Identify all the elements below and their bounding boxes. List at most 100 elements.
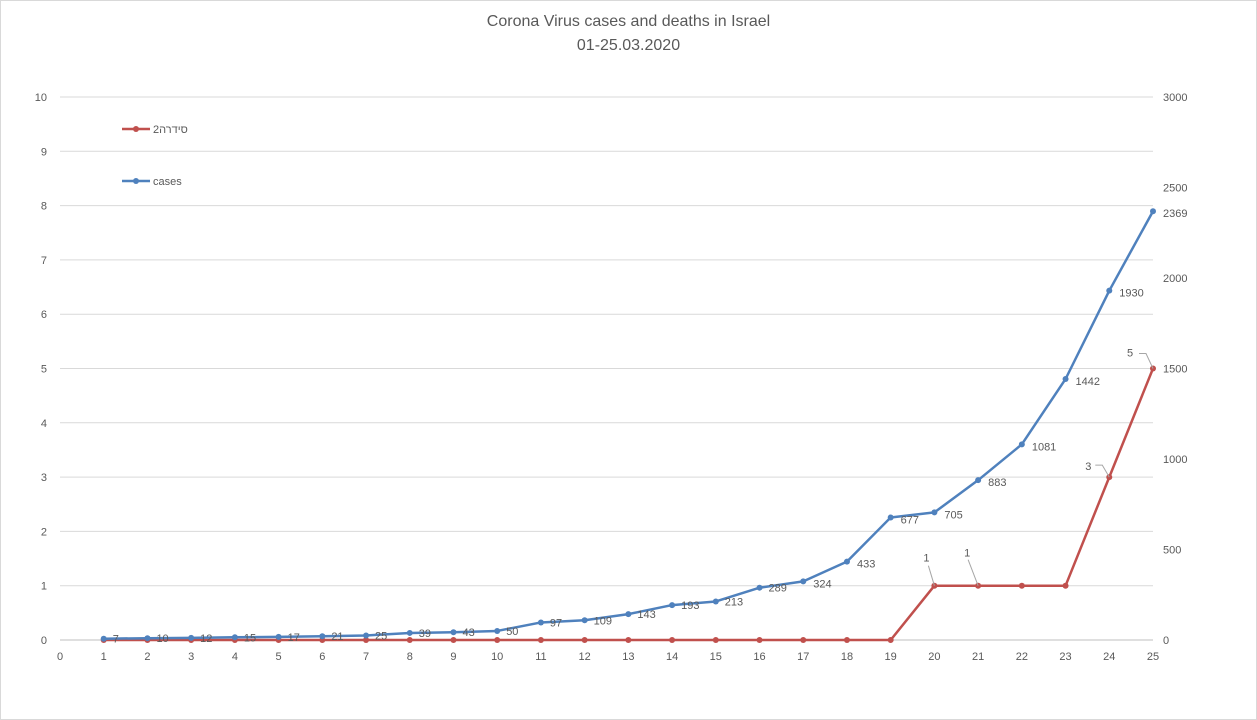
data-label: 97 [550, 617, 562, 629]
y-left-tick-label: 1 [41, 581, 47, 593]
y-left-tick-label: 7 [41, 255, 47, 267]
leader-line [1139, 353, 1154, 369]
data-label: 3 [1085, 461, 1091, 473]
data-point [581, 637, 588, 643]
data-point [363, 632, 370, 639]
y-right-tick-label: 500 [1163, 545, 1181, 557]
x-tick-label: 5 [276, 651, 282, 663]
data-label: 289 [769, 583, 787, 595]
chart-title: Corona Virus cases and deaths in Israel [486, 13, 771, 30]
data-label: 1 [964, 548, 970, 560]
x-tick-label: 10 [491, 651, 503, 663]
data-point [144, 635, 151, 642]
data-point [450, 637, 457, 643]
x-tick-label: 13 [622, 651, 634, 663]
data-point [275, 633, 282, 640]
y-right-tick-label: 1500 [1163, 364, 1187, 376]
data-point [1018, 441, 1025, 448]
data-label: 677 [901, 514, 919, 526]
data-point [669, 602, 676, 609]
x-tick-label: 1 [101, 651, 107, 663]
data-label: 1 [923, 553, 929, 565]
x-tick-label: 9 [450, 651, 456, 663]
y-left-tick-label: 4 [41, 418, 47, 430]
y-left-tick-label: 8 [41, 201, 47, 213]
x-tick-label: 25 [1147, 651, 1159, 663]
x-tick-label: 21 [972, 651, 984, 663]
legend-marker [133, 178, 139, 184]
data-label: 7 [113, 634, 119, 646]
x-tick-label: 19 [885, 651, 897, 663]
data-point [756, 637, 763, 643]
y-right-tick-label: 0 [1163, 635, 1169, 647]
data-point [843, 558, 850, 565]
x-tick-label: 18 [841, 651, 853, 663]
series-line-deaths [103, 368, 1155, 642]
data-point [1150, 208, 1156, 215]
x-tick-label: 15 [710, 651, 722, 663]
data-point [537, 619, 544, 626]
y-right-tick-label: 1000 [1163, 454, 1187, 466]
y-right-tick-label: 3000 [1163, 92, 1187, 104]
y-left-tick-label: 6 [41, 309, 47, 321]
data-label: 21 [331, 631, 343, 643]
legend-label: cases [153, 176, 182, 188]
x-tick-label: 16 [753, 651, 765, 663]
data-point [494, 627, 501, 634]
data-label: 1081 [1032, 441, 1056, 453]
data-point [581, 617, 588, 624]
data-point [450, 629, 457, 636]
data-label: 25 [375, 630, 387, 642]
y-right-tick-label: 2000 [1163, 273, 1187, 285]
data-label: 17 [288, 632, 300, 644]
data-label: 15 [244, 632, 256, 644]
x-tick-label: 14 [666, 651, 678, 663]
x-tick-label: 22 [1016, 651, 1028, 663]
data-point [494, 637, 501, 643]
data-point [843, 637, 850, 643]
data-label: 12 [200, 633, 212, 645]
data-label: 39 [419, 628, 431, 640]
leader-line [1095, 464, 1110, 478]
y-left-tick-label: 2 [41, 526, 47, 538]
data-point [406, 629, 413, 636]
data-label: 193 [681, 600, 699, 612]
x-tick-label: 7 [363, 651, 369, 663]
data-point [931, 509, 938, 516]
data-label: 10 [156, 633, 168, 645]
y-left-tick-label: 0 [41, 635, 47, 647]
data-label: 143 [637, 609, 655, 621]
data-label: 2369 [1163, 208, 1187, 220]
data-label: 1442 [1076, 376, 1100, 388]
legend-label: סידרה2 [153, 124, 188, 136]
x-tick-label: 3 [188, 651, 194, 663]
data-point [800, 578, 807, 585]
data-point [887, 514, 894, 521]
data-point [1106, 287, 1113, 294]
data-point [363, 637, 370, 643]
x-tick-label: 24 [1103, 651, 1115, 663]
y-left-tick-label: 9 [41, 146, 47, 158]
data-point [1062, 375, 1069, 382]
x-tick-label: 20 [928, 651, 940, 663]
series-line-cases [103, 210, 1155, 640]
data-label: 433 [857, 559, 875, 571]
data-point [100, 635, 107, 642]
data-point [887, 637, 894, 643]
data-label: 5 [1127, 348, 1133, 360]
x-tick-label: 0 [57, 651, 63, 663]
data-point [756, 584, 763, 591]
data-label: 705 [944, 509, 962, 521]
y-left-tick-label: 5 [41, 364, 47, 376]
data-point [669, 637, 676, 643]
data-point [712, 598, 719, 605]
leader-line [967, 559, 979, 586]
data-point [537, 637, 544, 643]
leader-line [927, 565, 935, 586]
data-label: 1930 [1119, 288, 1143, 300]
data-label: 883 [988, 477, 1006, 489]
data-point [188, 634, 195, 641]
x-tick-label: 6 [319, 651, 325, 663]
